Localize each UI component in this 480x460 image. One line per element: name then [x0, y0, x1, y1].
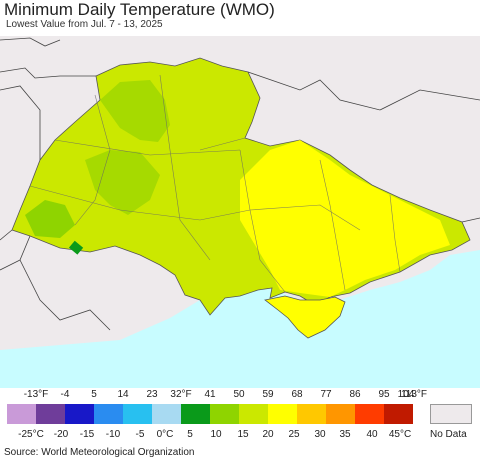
- legend-swatch: [181, 404, 210, 424]
- legend-c-label: 20: [262, 429, 274, 440]
- legend-c-label: 25: [288, 429, 300, 440]
- legend-swatch: [65, 404, 94, 424]
- legend-c-label: -10: [105, 429, 121, 440]
- legend-f-label: 68: [291, 389, 303, 400]
- region-borders: [29, 74, 401, 293]
- legend-f-label: 77: [320, 389, 332, 400]
- legend-f-label: 86: [349, 389, 361, 400]
- cool-region-west: [85, 150, 160, 215]
- legend-swatch: [36, 404, 65, 424]
- sea-area: [0, 250, 480, 388]
- legend-c-label: 0°C: [156, 429, 174, 440]
- legend-c-label: 35: [339, 429, 351, 440]
- legend-f-label: 14: [117, 389, 129, 400]
- legend-f-label: 59: [262, 389, 274, 400]
- legend-c-label: -5: [135, 429, 145, 440]
- legend-f-label: 5: [91, 389, 97, 400]
- legend-c-label: 5: [187, 429, 193, 440]
- legend-f-label: 23: [146, 389, 158, 400]
- legend-swatch: [384, 404, 413, 424]
- legend-swatch: [268, 404, 297, 424]
- cold-spot: [68, 240, 84, 255]
- legend-no-data-label: No Data: [430, 429, 467, 440]
- country-borders: [0, 37, 480, 331]
- legend-c-label: 10: [210, 429, 222, 440]
- legend-swatch: [94, 404, 123, 424]
- cool-region-north: [100, 80, 170, 142]
- legend-swatch: [326, 404, 355, 424]
- legend-swatch: [297, 404, 326, 424]
- legend-swatch: [123, 404, 152, 424]
- legend-color-scale: [7, 404, 413, 424]
- legend-f-label: -13°F: [23, 389, 49, 400]
- legend-f-label: 41: [204, 389, 216, 400]
- legend-f-label: 104: [397, 389, 415, 400]
- legend-swatch: [239, 404, 268, 424]
- legend-c-label: -20: [53, 429, 69, 440]
- map-subtitle: Lowest Value from Jul. 7 - 13, 2025: [6, 19, 163, 30]
- cool-region-southwest: [25, 200, 75, 238]
- source-credit: Source: World Meteorological Organizatio…: [4, 447, 195, 458]
- legend-c-label: 30: [314, 429, 326, 440]
- map-title: Minimum Daily Temperature (WMO): [4, 0, 275, 19]
- legend-swatch: [7, 404, 36, 424]
- legend-swatch: [355, 404, 384, 424]
- legend-f-label: 95: [378, 389, 390, 400]
- legend-c-label: -25°C: [18, 429, 44, 440]
- crimea: [264, 295, 346, 339]
- legend-swatch: [210, 404, 239, 424]
- legend-f-label: -4: [60, 389, 70, 400]
- legend-swatch: [152, 404, 181, 424]
- temperature-map: [0, 36, 480, 388]
- legend-f-label: 32°F: [170, 389, 192, 400]
- legend-f-label: 113°F: [400, 389, 428, 400]
- legend-c-label: -15: [79, 429, 95, 440]
- legend-no-data-swatch: [430, 404, 472, 424]
- legend-c-label: 45°C: [388, 429, 412, 440]
- legend-f-label: 50: [233, 389, 245, 400]
- legend-c-label: 15: [237, 429, 249, 440]
- legend-c-label: 40: [366, 429, 378, 440]
